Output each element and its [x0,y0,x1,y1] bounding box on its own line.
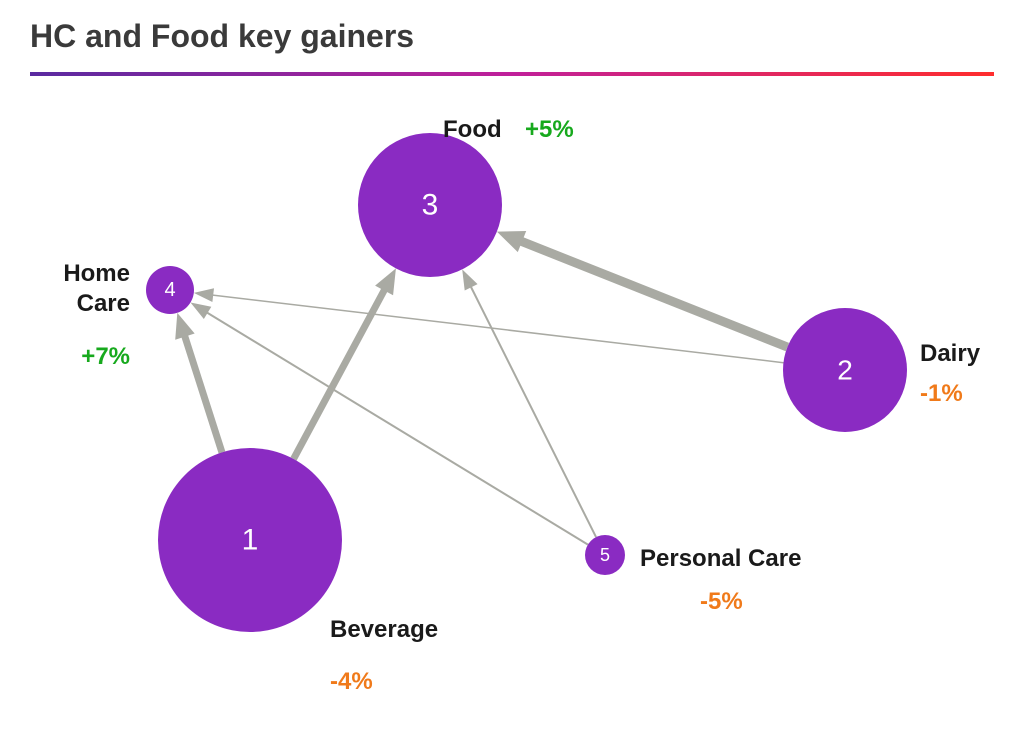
arrowhead-2-3 [497,231,526,252]
node-number-3: 3 [422,189,439,222]
label-6: +7% [81,343,130,371]
node-number-5: 5 [600,545,610,565]
edge-2-4 [205,294,783,363]
label-10: -5% [700,588,743,616]
label-9: Personal Care [640,545,801,573]
bubble-flow-diagram: 1 2 3 4 5 [0,0,1024,733]
arrowhead-5-3 [462,269,477,290]
label-2: Dairy [920,340,980,368]
arrowhead-5-4 [190,302,211,319]
label-8: -4% [330,668,373,696]
node-number-4: 4 [164,279,175,301]
label-4: Home [63,260,130,288]
page-root: HC and Food key gainers 12345 Food+5%Dai… [0,0,1024,733]
label-3: -1% [920,380,963,408]
arrowhead-2-4 [194,288,214,302]
label-7: Beverage [330,616,438,644]
edge-5-3 [468,280,596,537]
label-5: Care [77,290,130,318]
edge-1-4 [182,327,222,452]
label-1: +5% [525,116,574,144]
edge-2-3 [512,238,787,348]
label-0: Food [443,116,502,144]
arrowhead-1-4 [175,313,194,340]
node-number-2: 2 [837,355,853,386]
edge-1-3 [294,282,389,459]
node-number-1: 1 [242,524,259,557]
